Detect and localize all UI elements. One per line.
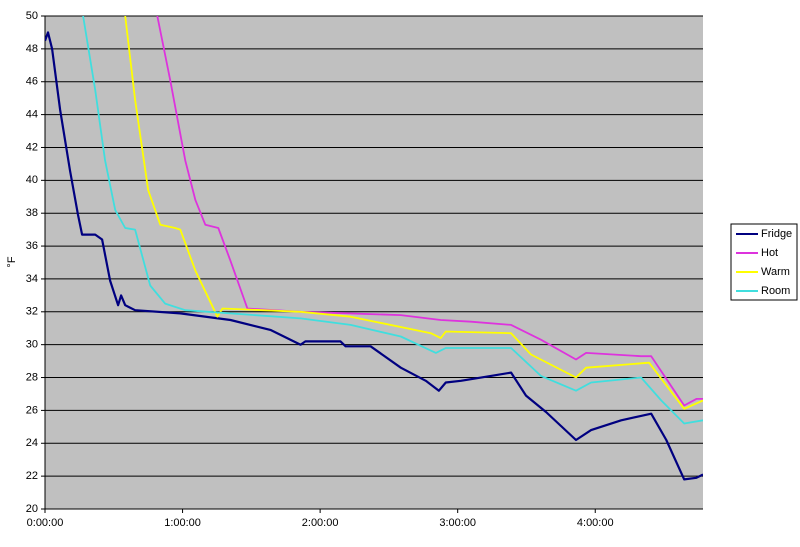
series-line [156,16,703,407]
plot-area [45,16,703,509]
y-tick-label: 26 [26,404,38,416]
y-tick-label: 34 [26,273,38,285]
y-tick-label: 48 [26,43,38,55]
plot-lines [45,16,703,481]
y-tick-label: 24 [26,437,38,449]
y-tick-label: 28 [26,371,38,383]
y-tick-label: 36 [26,240,38,252]
series-line [45,31,703,481]
x-tick-label: 3:00:00 [439,517,476,529]
y-tick-label: 20 [26,503,38,515]
x-tick-label: 4:00:00 [577,517,614,529]
y-tick-label: 30 [26,339,38,351]
y-tick-label: 22 [26,470,38,482]
legend-label: Warm [761,266,790,278]
y-tick-label: 50 [26,10,38,22]
y-tick-label: 46 [26,76,38,88]
y-tick-label: 32 [26,306,38,318]
x-tick-label: 0:00:00 [27,517,64,529]
y-tick-label: 42 [26,141,38,153]
legend-label: Room [761,285,790,297]
legend-label: Fridge [761,228,792,240]
series-line [124,16,703,410]
y-tick-label: 44 [26,109,38,121]
y-axis-label: °F [6,256,18,267]
y-tick-label: 40 [26,174,38,186]
legend-label: Hot [761,247,778,259]
series-line [82,16,703,425]
x-tick-label: 2:00:00 [302,517,339,529]
legend-box [730,223,798,301]
y-tick-label: 38 [26,207,38,219]
x-tick-label: 1:00:00 [164,517,201,529]
